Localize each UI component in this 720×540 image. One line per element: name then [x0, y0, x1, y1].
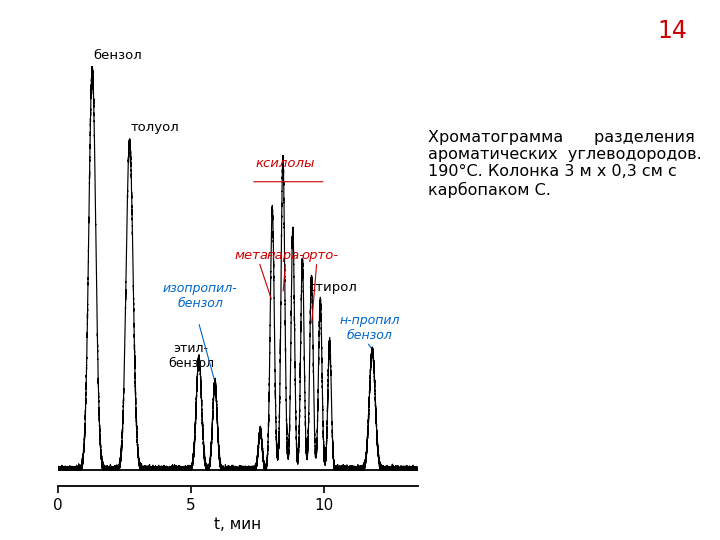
Text: орто-: орто-: [302, 249, 339, 262]
Text: этил-
бензол: этил- бензол: [168, 342, 214, 370]
Text: н-пропил
бензол: н-пропил бензол: [339, 314, 400, 342]
Text: мета-: мета-: [234, 249, 273, 262]
Text: 14: 14: [658, 19, 688, 43]
Text: бензол: бензол: [94, 49, 143, 62]
Text: изопропил-
бензол: изопропил- бензол: [163, 282, 238, 310]
Text: толуол: толуол: [131, 121, 180, 134]
Text: Хроматограмма      разделения
ароматических  углеводородов.
190°С. Колонка 3 м х: Хроматограмма разделения ароматических у…: [428, 130, 702, 198]
Text: ксилолы: ксилолы: [256, 157, 315, 170]
X-axis label: t, мин: t, мин: [214, 517, 261, 532]
Text: пара-: пара-: [266, 249, 305, 262]
Text: стирол: стирол: [308, 281, 357, 294]
